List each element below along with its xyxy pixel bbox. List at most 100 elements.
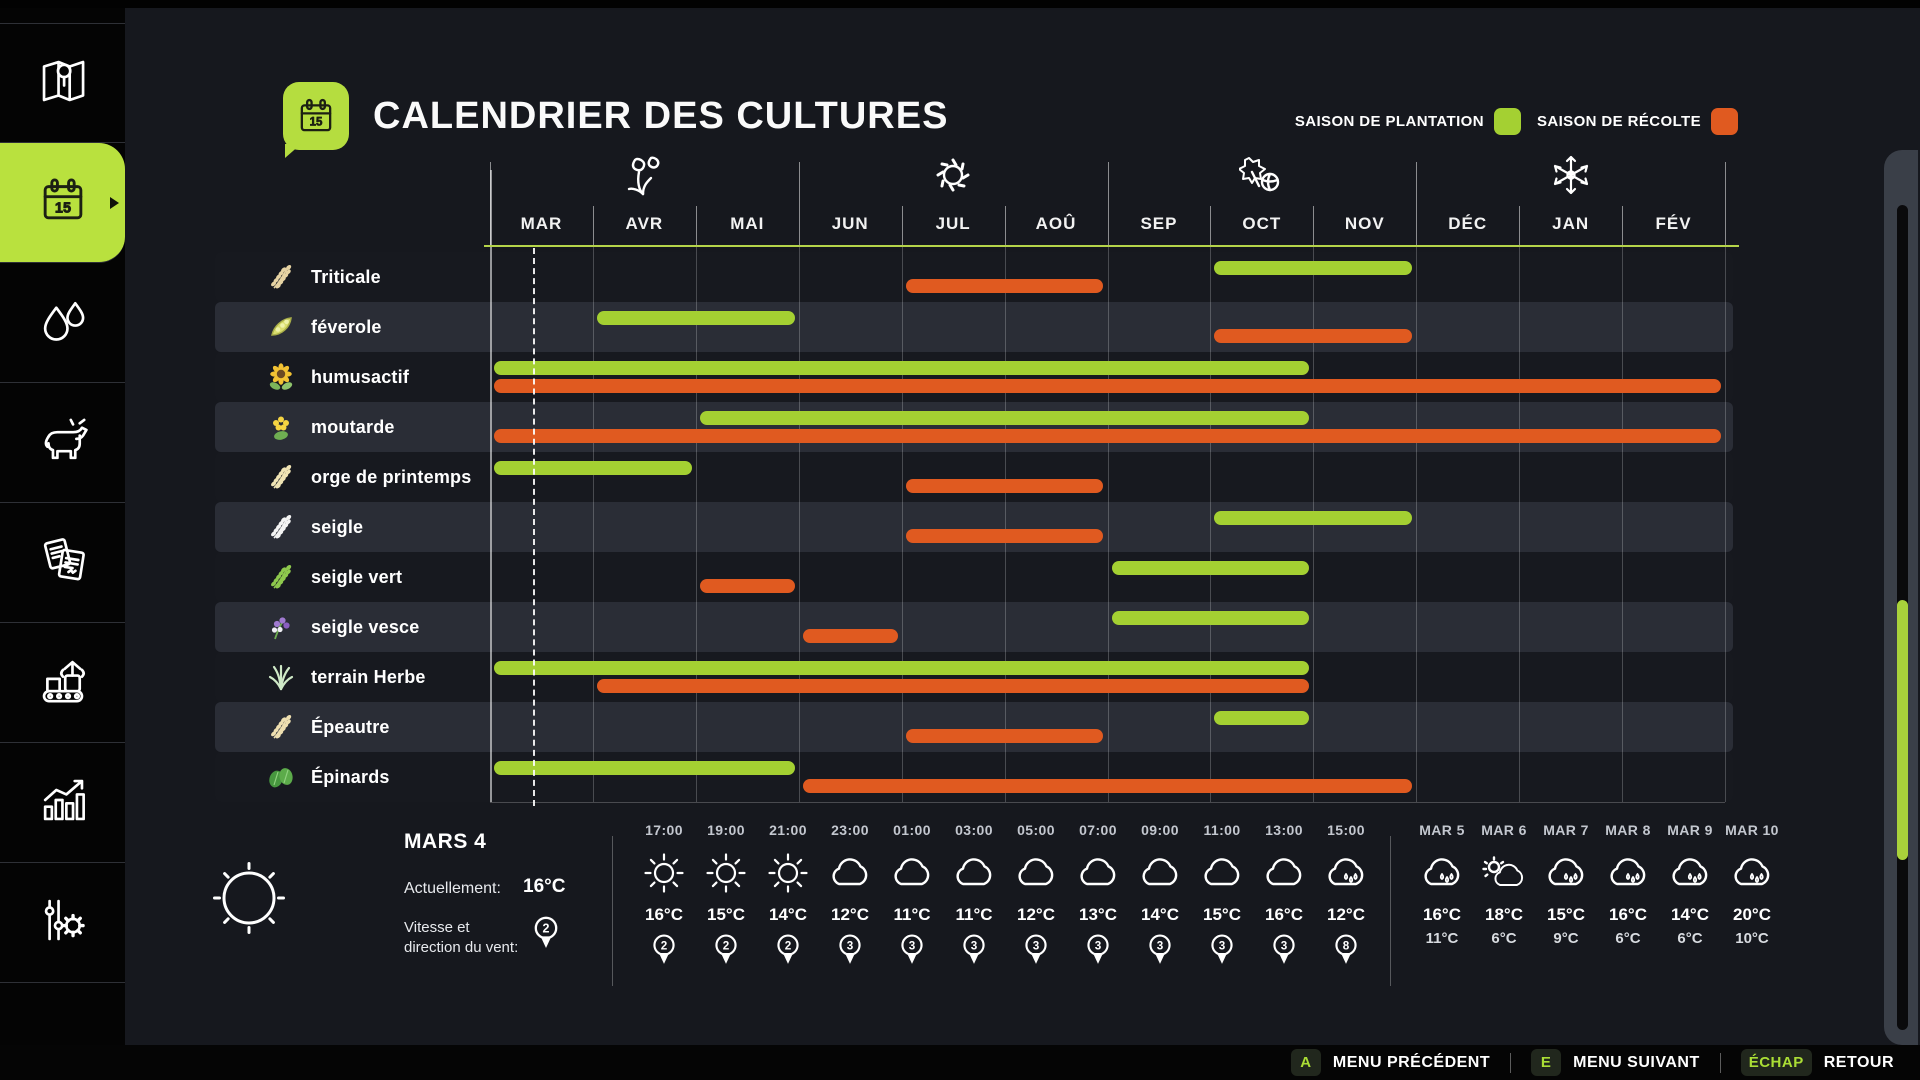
- sidebar-item-contracts[interactable]: [0, 503, 125, 623]
- harvest-bar-terrain-herbe: [596, 679, 1310, 693]
- wind-pin-icon: 2: [649, 932, 679, 974]
- sidebar-item-statistics[interactable]: [0, 743, 125, 863]
- svg-text:15: 15: [310, 117, 323, 129]
- forecast-time: 07:00: [1079, 822, 1117, 838]
- wind-label-line1: Vitesse et: [404, 919, 470, 936]
- forecast-temp: 12°C: [831, 905, 869, 924]
- crop-name: Épeautre: [311, 716, 390, 737]
- gantt-row-band: [215, 752, 1733, 802]
- shortcut-menu-suivant[interactable]: E MENU SUIVANT: [1531, 1049, 1700, 1076]
- weather-panel: MARS 4 Actuellement: 16°C Vitesse et dir…: [125, 822, 1884, 1022]
- sidebar-item-settings[interactable]: [0, 863, 125, 983]
- forecast-temp: 15°C: [1203, 905, 1241, 924]
- sliders-gear-icon: [34, 891, 92, 954]
- plant-bar-seigle-vert: [1111, 561, 1310, 575]
- month-gridline: [1107, 247, 1109, 802]
- month-gridline: [1622, 247, 1624, 802]
- harvest-bar-seigle: [905, 529, 1104, 543]
- scrollbar-thumb[interactable]: [1897, 600, 1908, 860]
- month-label-JUN: JUN: [831, 214, 869, 233]
- harvest-bar-féverole: [1214, 329, 1413, 343]
- forecast-temp: 13°C: [1079, 905, 1117, 924]
- daily-forecast-MAR-9: MAR 9 14°C 6°C: [1659, 822, 1721, 954]
- forecast-date: MAR 8: [1605, 822, 1651, 838]
- rain-icon: [1729, 846, 1775, 900]
- svg-text:3: 3: [1157, 939, 1164, 952]
- forecast-time: 11:00: [1203, 822, 1241, 838]
- top-strip: [0, 0, 1920, 8]
- current-date: MARS 4: [404, 830, 487, 853]
- wind-label: Vitesse et direction du vent:: [404, 918, 518, 959]
- month-label-JAN: JAN: [1552, 214, 1590, 233]
- crop-name: Épinards: [311, 766, 390, 787]
- cloud-icon: [827, 846, 873, 900]
- crop-row-seigle: seigle: [265, 502, 490, 552]
- svg-text:2: 2: [543, 921, 550, 935]
- footer-separator: [1719, 1052, 1721, 1073]
- gantt-row-band: [215, 602, 1733, 652]
- crop-labels: Triticale féverole humusactif moutarde o…: [265, 252, 490, 802]
- crop-name: Triticale: [311, 266, 381, 287]
- harvest-bar-orge-de-printemps: [905, 479, 1104, 493]
- shortcut-menu-précédent[interactable]: A MENU PRÉCÉDENT: [1290, 1049, 1490, 1076]
- daily-forecast-MAR-7: MAR 7 15°C 9°C: [1535, 822, 1597, 954]
- sidebar-item-precipitation[interactable]: [0, 263, 125, 383]
- cloud-icon: [1075, 846, 1121, 900]
- month-tick: [592, 206, 594, 245]
- crop-name: terrain Herbe: [311, 666, 426, 687]
- wheat-icon: [265, 461, 297, 493]
- month-gridline: [1416, 247, 1418, 802]
- harvest-bar-moutarde: [494, 429, 1721, 443]
- production-icon: [34, 651, 92, 714]
- current-date-marker: [533, 248, 536, 806]
- current-temp-label: Actuellement:: [404, 880, 501, 897]
- sidebar-item-animals[interactable]: [0, 383, 125, 503]
- crop-name: moutarde: [311, 416, 395, 437]
- plant-bar-seigle-vesce: [1111, 611, 1310, 625]
- active-item-arrow-icon: [110, 196, 119, 209]
- forecast-high: 14°C: [1671, 905, 1709, 924]
- hourly-forecast-11:00: 11:00 15°C 3: [1191, 822, 1253, 974]
- sidebar-item-crop-calendar[interactable]: 15: [0, 143, 125, 263]
- wind-pin-icon: 2: [773, 932, 803, 974]
- rain-icon: [1543, 846, 1589, 900]
- crop-name: seigle vesce: [311, 616, 420, 637]
- crop-name: orge de printemps: [311, 466, 472, 487]
- svg-text:3: 3: [971, 939, 978, 952]
- sidebar-item-production[interactable]: [0, 623, 125, 743]
- legend-label: SAISON DE RÉCOLTE: [1536, 113, 1701, 130]
- hourly-forecast-17:00: 17:00 16°C 2: [633, 822, 695, 974]
- daily-forecast-MAR-8: MAR 8 16°C 6°C: [1597, 822, 1659, 954]
- forecast-time: 19:00: [707, 822, 745, 838]
- header-underline: [484, 245, 1739, 247]
- gantt-grid: MAR AVR MAI JUN JUL AOÛ SEP OCT NOV DÉC JAN FÉV: [484, 150, 1739, 810]
- wind-pin-icon: 2: [711, 932, 741, 974]
- crop-name: seigle vert: [311, 566, 403, 587]
- forecast-temp: 15°C: [707, 905, 745, 924]
- harvest-bar-épeautre: [905, 729, 1104, 743]
- wind-pin-icon: 3: [1021, 932, 1051, 974]
- grid-left-edge: [490, 170, 492, 802]
- forecast-high: 18°C: [1485, 905, 1523, 924]
- hourly-forecast-19:00: 19:00 15°C 2: [695, 822, 757, 974]
- month-gridline: [1725, 247, 1726, 802]
- sidebar-item-map[interactable]: [0, 23, 125, 143]
- harvest-bar-seigle-vesce: [802, 629, 898, 643]
- gantt-row-band: [215, 252, 1733, 302]
- forecast-time: 01:00: [893, 822, 931, 838]
- crop-row-moutarde: moutarde: [265, 402, 490, 452]
- month-tick: [1107, 162, 1109, 245]
- crop-row-triticale: Triticale: [265, 252, 490, 302]
- forecast-date: MAR 6: [1481, 822, 1527, 838]
- forecast-time: 09:00: [1141, 822, 1179, 838]
- shortcut-retour[interactable]: ÉCHAP RETOUR: [1740, 1049, 1894, 1076]
- wind-pin-icon: 3: [835, 932, 865, 974]
- cloud-icon: [1137, 846, 1183, 900]
- month-tick: [490, 162, 491, 245]
- current-wind-pin-icon: 2: [530, 914, 562, 957]
- crop-row-humusactif: humusactif: [265, 352, 490, 402]
- water-drops-icon: [34, 291, 92, 354]
- month-label-SEP: SEP: [1140, 214, 1178, 233]
- plant-bar-moutarde: [699, 411, 1310, 425]
- autumn-leaves-icon: [1237, 152, 1285, 198]
